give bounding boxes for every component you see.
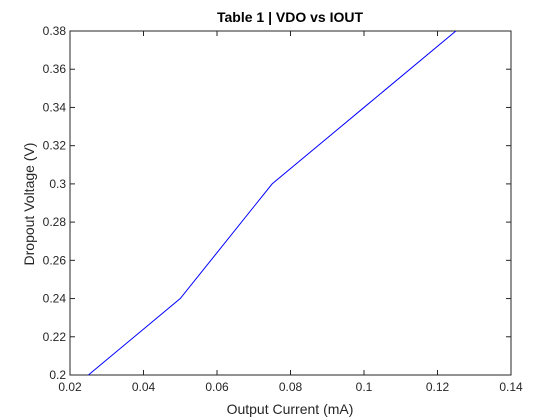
y-tick-label: 0.34 xyxy=(43,100,67,114)
y-tick-label: 0.3 xyxy=(49,177,66,191)
y-tick-label: 0.24 xyxy=(43,292,67,306)
x-tick-label: 0.08 xyxy=(279,380,303,394)
y-axis-label: Dropout Voltage (V) xyxy=(21,143,37,266)
y-tick-label: 0.32 xyxy=(43,139,67,153)
y-axis: 0.2 0.22 0.24 0.26 0.28 0.3 0.32 0.34 0.36 0.38 xyxy=(43,24,511,382)
x-tick-label: 0.12 xyxy=(426,380,450,394)
y-tick-label: 0.22 xyxy=(43,330,67,344)
x-tick-label: 0.1 xyxy=(356,380,373,394)
series-line-0 xyxy=(88,31,457,375)
plot-box xyxy=(69,30,512,376)
y-tick-label: 0.26 xyxy=(43,253,67,267)
x-tick-label: 0.06 xyxy=(205,380,229,394)
x-tick-label: 0.14 xyxy=(499,380,523,394)
y-tick-label: 0.28 xyxy=(43,215,67,229)
chart-title: Table 1 | VDO vs IOUT xyxy=(217,9,363,25)
y-tick-label: 0.36 xyxy=(43,62,67,76)
x-tick-label: 0.02 xyxy=(58,380,82,394)
x-axis-label: Output Current (mA) xyxy=(227,401,354,417)
plot-area xyxy=(69,30,512,376)
x-axis: 0.02 0.04 0.06 0.08 0.1 0.12 0.14 xyxy=(58,31,523,394)
x-tick-label: 0.04 xyxy=(132,380,156,394)
y-tick-label: 0.2 xyxy=(49,368,66,382)
y-tick-label: 0.38 xyxy=(43,24,67,38)
series-layer xyxy=(88,31,457,375)
